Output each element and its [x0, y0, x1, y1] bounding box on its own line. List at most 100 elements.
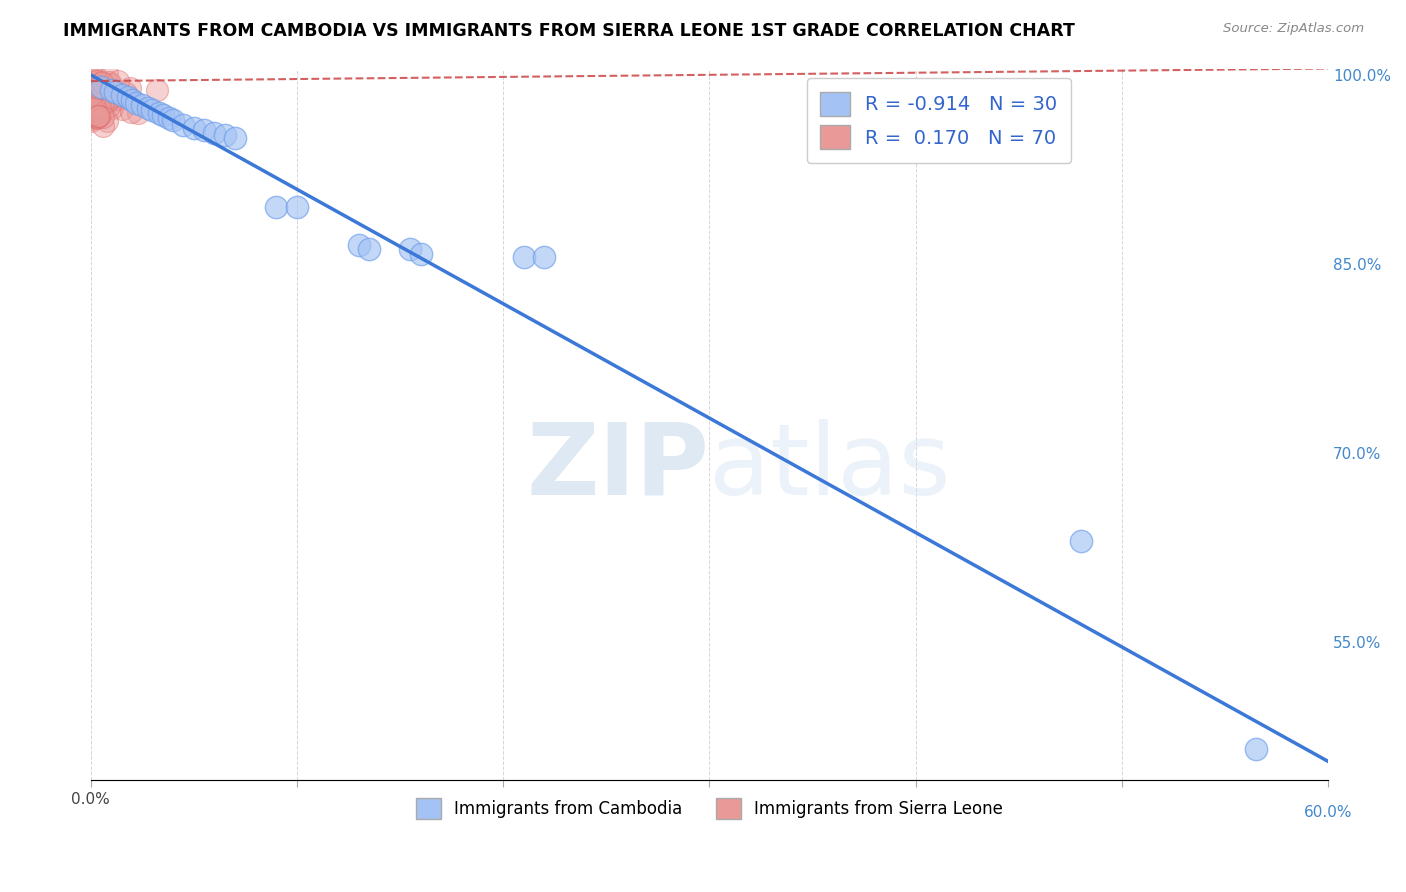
Point — [97, 75, 120, 89]
Point — [80, 114, 103, 128]
Point — [82, 107, 104, 121]
Point — [202, 126, 225, 140]
Point — [87, 110, 110, 124]
Point — [84, 70, 107, 84]
Point — [83, 80, 105, 95]
Legend: Immigrants from Cambodia, Immigrants from Sierra Leone: Immigrants from Cambodia, Immigrants fro… — [409, 792, 1010, 825]
Point — [264, 200, 287, 214]
Point — [80, 108, 103, 122]
Point — [87, 100, 110, 114]
Point — [120, 105, 142, 120]
Point — [409, 246, 432, 260]
Point — [89, 109, 111, 123]
Point — [86, 82, 108, 96]
Point — [127, 105, 149, 120]
Point — [152, 108, 174, 122]
Point — [86, 90, 108, 104]
Point — [357, 242, 380, 256]
Point — [145, 83, 167, 97]
Point — [82, 87, 104, 102]
Point — [87, 109, 110, 123]
Point — [82, 72, 104, 87]
Point — [117, 91, 139, 105]
Point — [125, 95, 148, 110]
Point — [111, 102, 134, 116]
Point — [79, 112, 101, 127]
Point — [121, 93, 143, 107]
Point — [172, 118, 194, 132]
Point — [80, 100, 103, 114]
Point — [87, 105, 110, 120]
Point — [285, 200, 308, 214]
Text: ZIP: ZIP — [526, 418, 710, 516]
Point — [87, 100, 110, 114]
Point — [118, 81, 141, 95]
Point — [399, 242, 422, 256]
Point — [89, 80, 111, 95]
Point — [100, 83, 122, 97]
Point — [157, 111, 180, 125]
Point — [82, 87, 104, 101]
Point — [115, 86, 138, 100]
Point — [94, 95, 117, 110]
Point — [83, 110, 105, 124]
Point — [96, 94, 118, 108]
Point — [100, 101, 122, 115]
Point — [1244, 741, 1267, 756]
Text: atlas: atlas — [710, 418, 950, 516]
Text: IMMIGRANTS FROM CAMBODIA VS IMMIGRANTS FROM SIERRA LEONE 1ST GRADE CORRELATION C: IMMIGRANTS FROM CAMBODIA VS IMMIGRANTS F… — [63, 22, 1076, 40]
Point — [87, 109, 110, 123]
Point — [87, 80, 110, 95]
Point — [117, 90, 139, 104]
Point — [80, 62, 103, 76]
Point — [83, 103, 105, 117]
Point — [82, 89, 104, 103]
Point — [1070, 533, 1092, 548]
Point — [93, 95, 115, 110]
Point — [108, 92, 131, 106]
Point — [90, 76, 112, 90]
Point — [183, 120, 205, 135]
Point — [110, 87, 132, 102]
Point — [84, 89, 107, 103]
Point — [82, 88, 104, 103]
Point — [103, 90, 125, 104]
Point — [100, 78, 122, 92]
Point — [82, 74, 104, 88]
Point — [97, 99, 120, 113]
Point — [80, 93, 103, 107]
Point — [96, 66, 118, 80]
Point — [138, 101, 160, 115]
Point — [80, 100, 103, 114]
Point — [86, 98, 108, 112]
Point — [224, 130, 246, 145]
Text: 60.0%: 60.0% — [1303, 805, 1353, 821]
Point — [91, 74, 114, 88]
Point — [107, 74, 129, 88]
Point — [89, 94, 111, 108]
Point — [89, 101, 111, 115]
Point — [96, 114, 118, 128]
Point — [91, 111, 114, 125]
Point — [162, 113, 184, 128]
Point — [84, 107, 107, 121]
Point — [141, 103, 163, 117]
Point — [91, 85, 114, 99]
Point — [148, 105, 170, 120]
Point — [90, 108, 112, 122]
Point — [104, 86, 127, 100]
Point — [84, 99, 107, 113]
Point — [80, 91, 103, 105]
Point — [513, 251, 536, 265]
Point — [131, 98, 153, 112]
Point — [214, 128, 236, 143]
Point — [97, 95, 120, 109]
Point — [86, 74, 108, 88]
Point — [91, 96, 114, 111]
Point — [86, 112, 108, 126]
Point — [83, 94, 105, 108]
Point — [91, 120, 114, 134]
Text: Source: ZipAtlas.com: Source: ZipAtlas.com — [1223, 22, 1364, 36]
Point — [80, 95, 103, 109]
Point — [90, 80, 112, 95]
